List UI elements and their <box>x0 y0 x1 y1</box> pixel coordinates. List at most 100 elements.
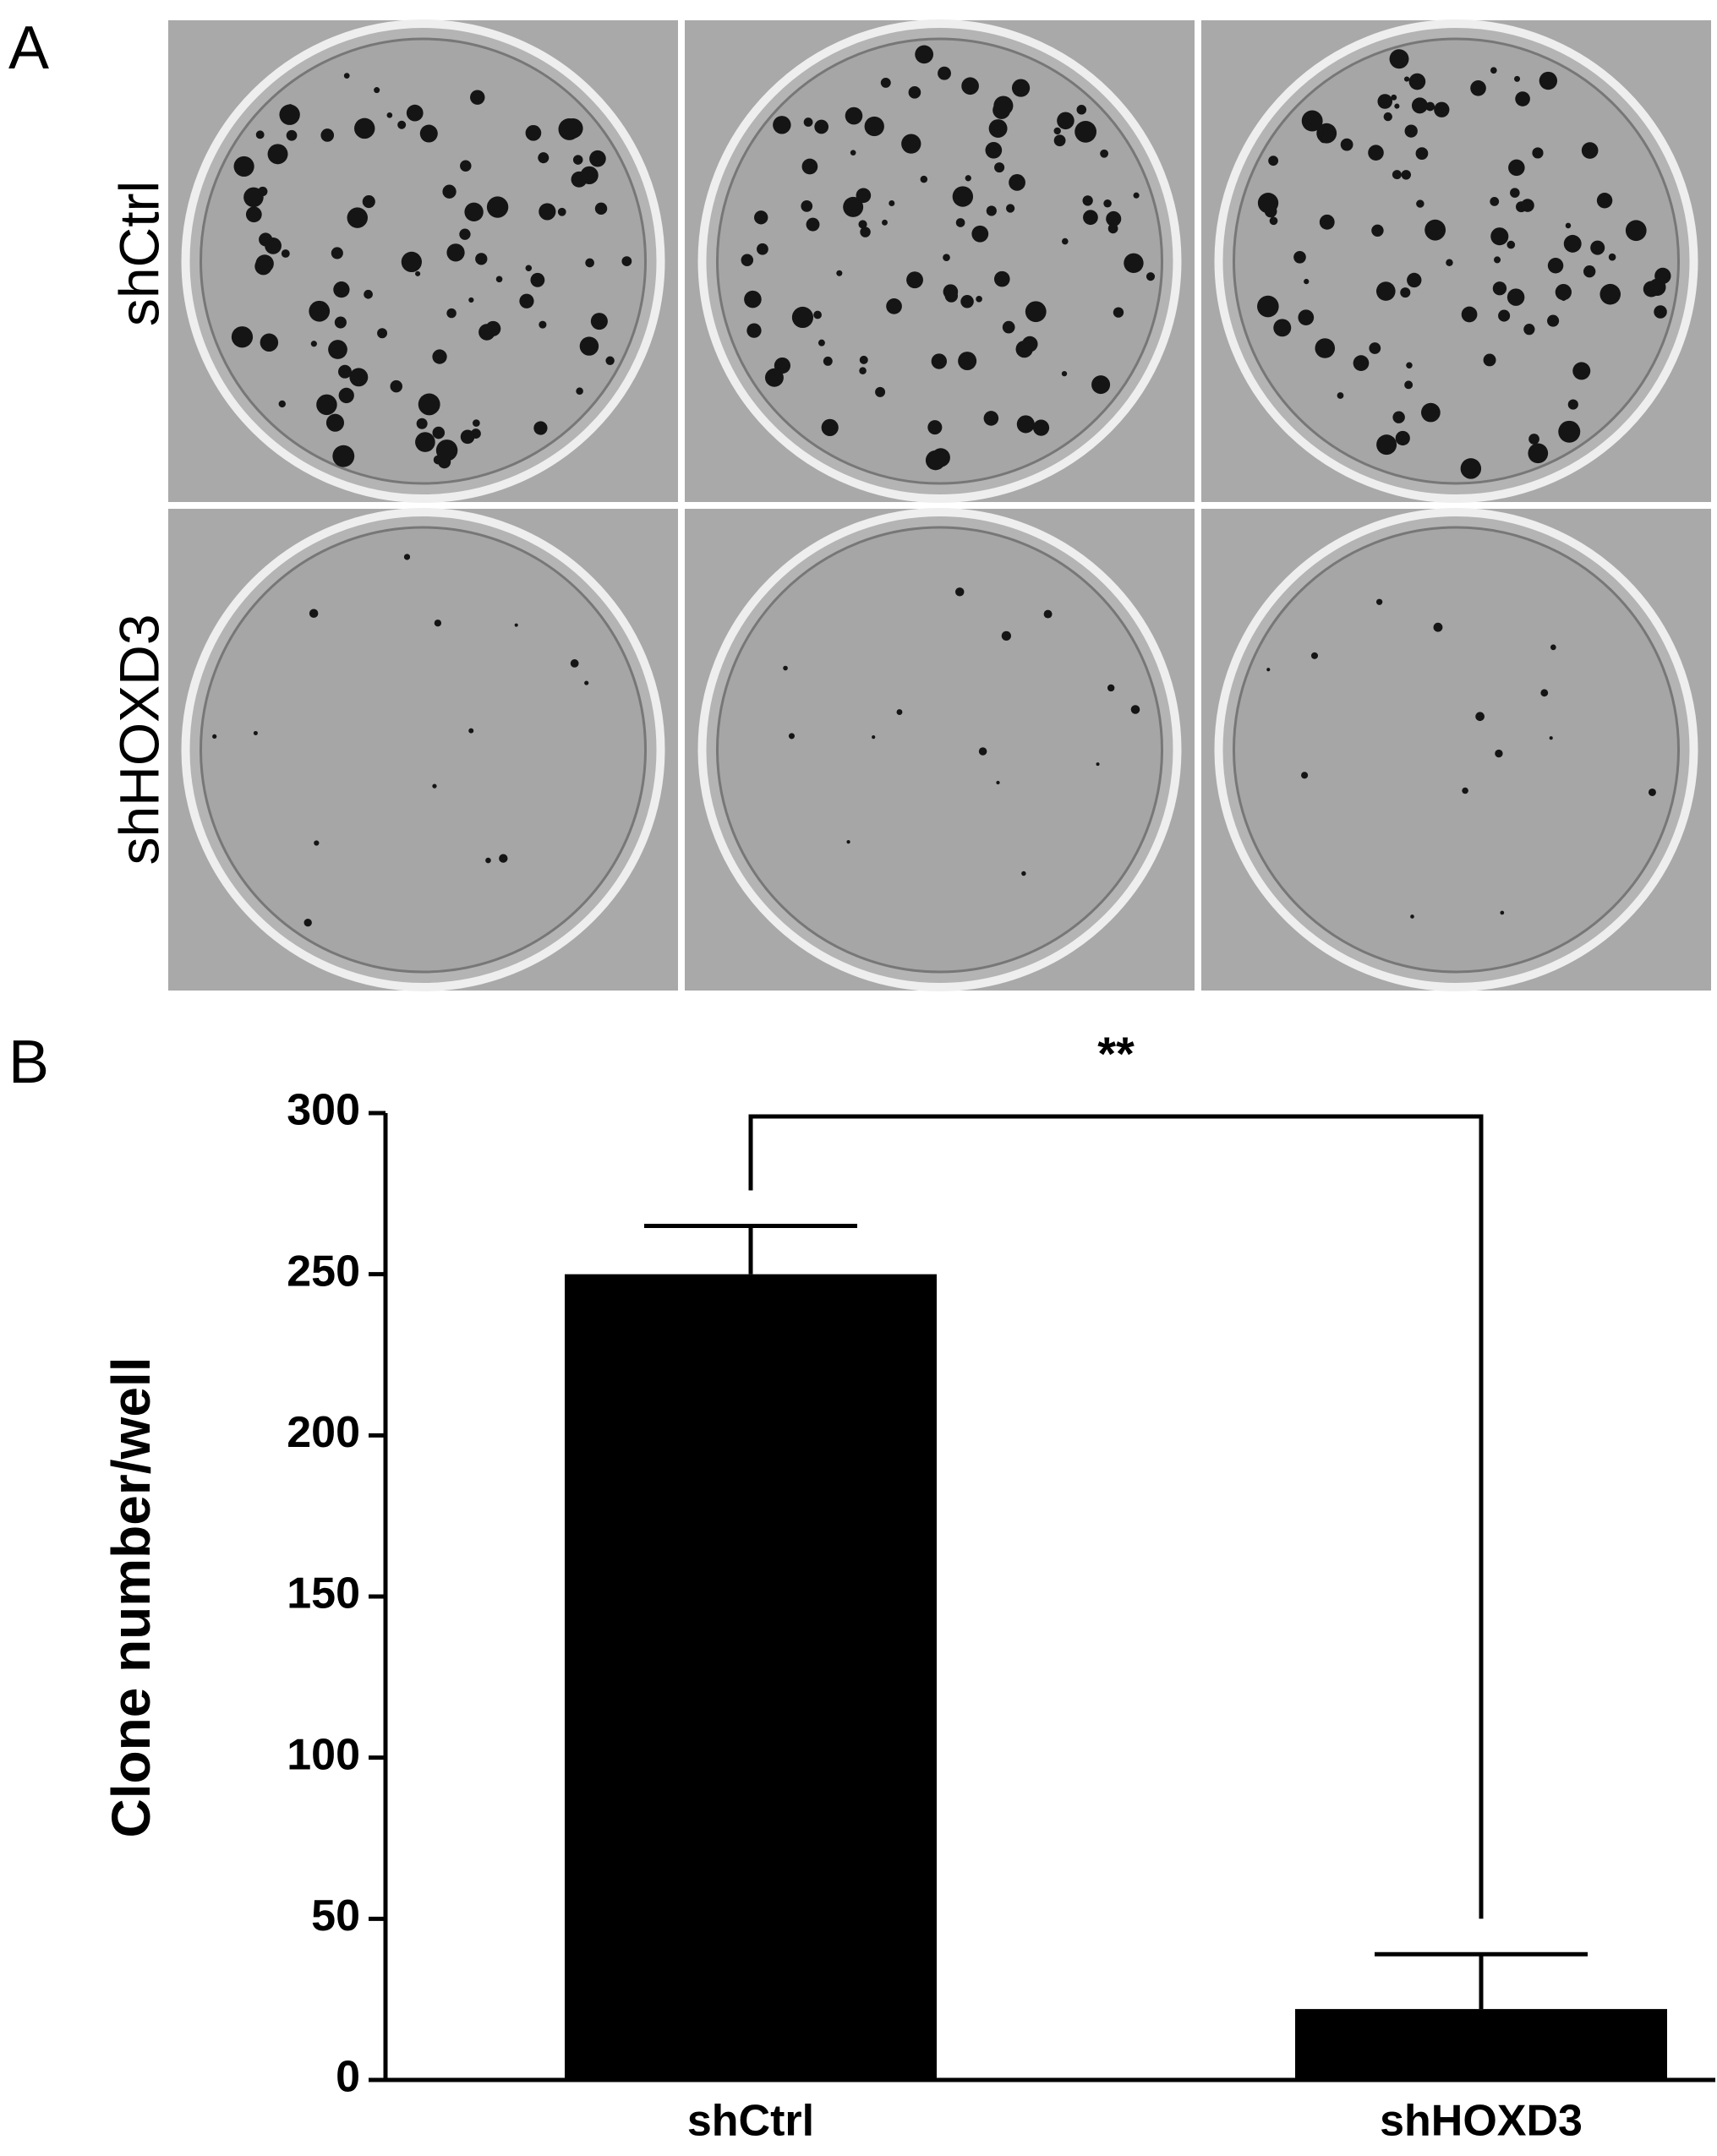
colony <box>459 228 471 240</box>
colony <box>1257 295 1279 318</box>
colony <box>1425 101 1435 112</box>
colony <box>1421 402 1441 423</box>
colony <box>915 45 934 64</box>
colony <box>1266 668 1271 672</box>
colony <box>486 196 509 218</box>
colony <box>331 247 343 259</box>
colony <box>332 445 355 467</box>
colony <box>1625 220 1647 242</box>
colony <box>961 77 979 96</box>
x-tick-label: shCtrl <box>687 2097 814 2146</box>
colony <box>253 730 258 735</box>
colony <box>955 218 965 227</box>
colony <box>889 200 895 207</box>
panel-label: A <box>8 14 49 82</box>
colony <box>446 243 465 262</box>
bar <box>1295 2009 1667 2080</box>
colony <box>334 316 347 329</box>
colony <box>1376 434 1397 456</box>
colony <box>996 780 1000 785</box>
colony <box>1506 240 1516 249</box>
colony <box>958 352 977 371</box>
colony <box>952 186 974 207</box>
colony <box>1301 772 1309 779</box>
colony <box>374 87 380 94</box>
colony <box>971 225 989 243</box>
colony <box>259 232 273 247</box>
colony <box>1389 49 1409 69</box>
colony <box>1498 309 1511 322</box>
colony <box>325 413 345 432</box>
colony <box>1590 240 1605 255</box>
colony <box>882 219 888 226</box>
colony <box>1082 195 1093 206</box>
colony <box>846 839 850 844</box>
colony <box>741 254 754 267</box>
y-tick-label: 200 <box>287 1408 360 1457</box>
colony <box>1392 411 1405 423</box>
colony <box>362 194 375 209</box>
colony <box>1654 267 1671 285</box>
colony <box>817 339 825 347</box>
colony <box>931 353 948 369</box>
colony <box>377 328 388 339</box>
colony <box>864 116 884 137</box>
colony <box>823 356 833 366</box>
colony <box>1470 80 1486 96</box>
colony <box>1550 644 1556 651</box>
colony <box>821 418 839 436</box>
colony <box>1106 210 1122 227</box>
colony <box>993 96 1014 116</box>
row-label: shHOXD3 <box>107 614 170 865</box>
colony <box>579 336 599 356</box>
colony <box>1567 399 1578 410</box>
colony <box>788 733 796 740</box>
colony <box>278 400 286 408</box>
dish-inner <box>1233 526 1680 974</box>
colony <box>960 295 974 308</box>
colony <box>1353 355 1370 372</box>
colony <box>1002 320 1015 334</box>
colony <box>386 112 393 118</box>
colony <box>978 747 987 756</box>
dish-inner <box>716 37 1163 485</box>
colony <box>594 202 608 216</box>
colony <box>471 428 481 439</box>
colony <box>1319 214 1335 230</box>
colony <box>860 227 871 237</box>
colony <box>1565 222 1572 229</box>
colony <box>316 394 337 416</box>
colony <box>859 367 867 374</box>
colony <box>886 298 902 314</box>
colony <box>254 257 272 276</box>
colony <box>1514 75 1521 82</box>
colony <box>279 104 300 125</box>
colony <box>1269 216 1278 226</box>
colony <box>538 152 550 164</box>
colony <box>1053 127 1061 135</box>
colony <box>1599 283 1621 305</box>
colony <box>530 272 545 287</box>
colony <box>1608 253 1616 261</box>
colony <box>1583 265 1596 278</box>
colony <box>354 117 375 139</box>
colony <box>1103 199 1112 208</box>
colony <box>1016 415 1035 434</box>
colony <box>1392 170 1402 180</box>
colony <box>856 188 872 204</box>
colony <box>943 284 959 299</box>
colony <box>585 258 594 268</box>
colony <box>333 281 350 298</box>
colony <box>875 386 886 397</box>
colony <box>1146 272 1156 281</box>
colony <box>1539 71 1558 90</box>
colony <box>1043 609 1053 619</box>
y-axis-label: Clone number/well <box>101 1357 161 1838</box>
colony <box>1257 193 1279 214</box>
colony <box>390 379 402 393</box>
colony <box>988 119 1008 138</box>
colony <box>364 289 373 299</box>
colony <box>901 134 921 154</box>
y-tick-label: 50 <box>311 1891 360 1940</box>
